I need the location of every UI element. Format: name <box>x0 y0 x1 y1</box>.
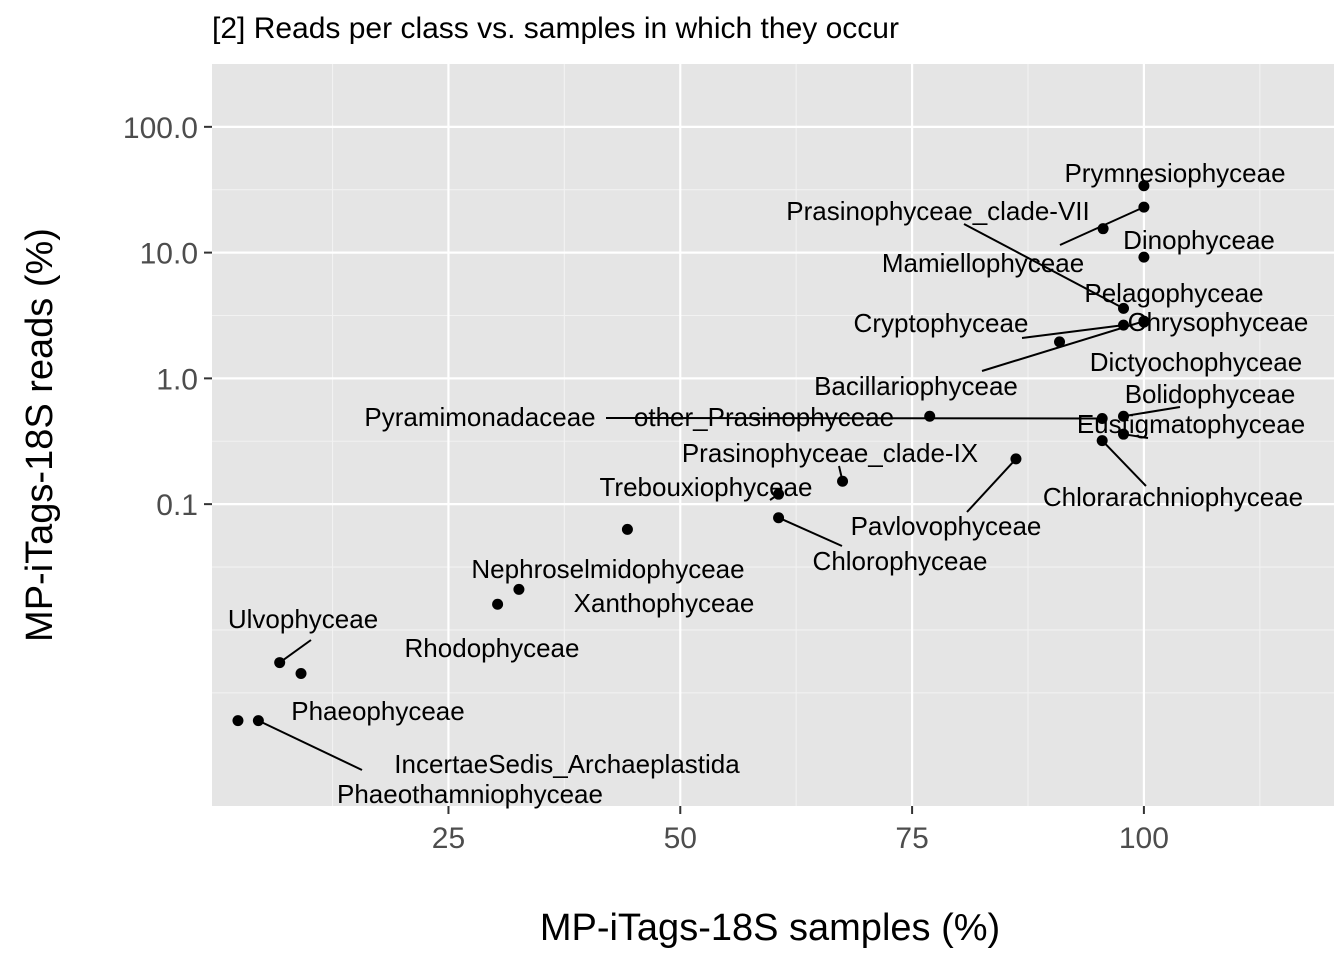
data-point <box>1054 336 1065 347</box>
data-point <box>274 657 285 668</box>
y-tick-label: 0.1 <box>156 489 198 522</box>
point-label: Prymnesiophyceae <box>1064 158 1285 188</box>
point-label: Pavlovophyceae <box>851 511 1042 541</box>
point-label: Ulvophyceae <box>228 604 378 634</box>
point-label: Dinophyceae <box>1123 225 1275 255</box>
point-label: Eustigmatophyceae <box>1077 409 1305 439</box>
data-point <box>232 715 243 726</box>
data-point <box>837 476 848 487</box>
x-tick-label: 75 <box>895 822 928 855</box>
data-point <box>296 668 307 679</box>
data-point <box>492 599 503 610</box>
point-label: Pyramimonadaceae <box>364 402 595 432</box>
point-label: Prasinophyceae_clade-VII <box>786 196 1090 226</box>
point-label: Cryptophyceae <box>854 308 1029 338</box>
x-tick-label: 100 <box>1119 822 1169 855</box>
point-label: Trebouxiophyceae <box>600 472 813 502</box>
x-tick-label: 50 <box>664 822 697 855</box>
point-label: Phaeophyceae <box>291 696 464 726</box>
point-label: Dictyochophyceae <box>1090 347 1302 377</box>
x-axis-title: MP-iTags-18S samples (%) <box>540 907 1000 949</box>
data-point <box>773 512 784 523</box>
point-label: IncertaeSedis_Archaeplastida <box>394 749 740 779</box>
point-label: Phaeothamniophyceae <box>337 779 603 809</box>
data-point <box>1098 223 1109 234</box>
data-point <box>253 715 264 726</box>
chart-title: [2] Reads per class vs. samples in which… <box>212 12 899 45</box>
point-label: Chrysophyceae <box>1128 307 1309 337</box>
data-point <box>513 584 524 595</box>
point-label: Chlorarachniophyceae <box>1043 482 1303 512</box>
point-label: Bolidophyceae <box>1125 379 1296 409</box>
x-tick-label: 25 <box>432 822 465 855</box>
point-label: Rhodophyceae <box>405 633 580 663</box>
point-label: Pelagophyceae <box>1084 278 1263 308</box>
data-point <box>1138 202 1149 213</box>
point-label: Xanthophyceae <box>574 588 755 618</box>
y-tick-label: 10.0 <box>140 238 198 271</box>
data-point <box>1010 453 1021 464</box>
data-point <box>622 524 633 535</box>
point-label: Chlorophyceae <box>813 546 988 576</box>
y-axis-title: MP-iTags-18S reads (%) <box>19 228 61 642</box>
point-label: Prasinophyceae_clade-IX <box>682 438 978 468</box>
point-label: Bacillariophyceae <box>814 371 1018 401</box>
point-label: Nephroselmidophyceae <box>471 554 744 584</box>
y-tick-label: 1.0 <box>156 363 198 396</box>
point-label: other_Prasinophyceae <box>634 402 894 432</box>
y-tick-label: 100.0 <box>123 112 198 145</box>
data-point <box>924 411 935 422</box>
point-label: Mamiellophyceae <box>882 248 1084 278</box>
